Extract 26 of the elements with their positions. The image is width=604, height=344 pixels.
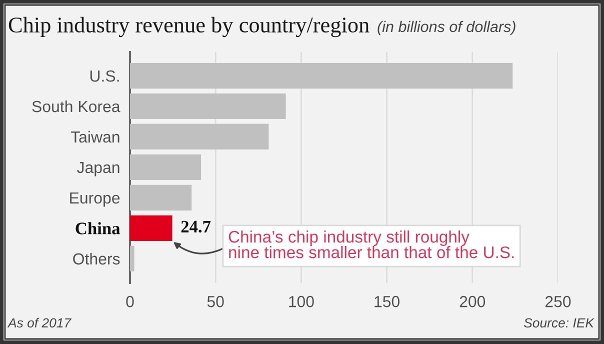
chart-subtitle: (in billions of dollars) [378,20,516,36]
y-tick-label: South Korea [32,100,120,112]
bar [130,154,202,180]
x-tick-label: 50 [207,296,224,308]
x-tick-label: 200 [460,296,486,308]
x-tick-label: 0 [126,296,134,308]
y-tick-label: China [76,222,120,234]
bar [130,184,192,210]
bar [130,93,286,120]
bar [130,246,134,272]
chart-title: Chip industry revenue by country/region [8,16,370,38]
x-tick-label: 150 [374,296,400,308]
y-tick-label: Others [73,252,120,265]
bar [130,62,513,89]
y-tick-label: Europe [70,192,120,207]
x-tick-label: 100 [289,296,314,308]
annotation: China’s chip industry still roughly nine times smaller than that of the U.S. [228,230,514,258]
bar [130,124,269,150]
source-note: Source: IEK [524,318,594,328]
data-label: 24.7 [181,220,211,233]
text: As of 2017 [7,318,72,328]
bar [130,215,172,241]
y-tick-label: U.S. [90,70,119,82]
y-tick-label: Japan [77,162,120,176]
x-tick-label: 250 [545,296,571,308]
y-tick-label: Taiwan [70,130,120,143]
